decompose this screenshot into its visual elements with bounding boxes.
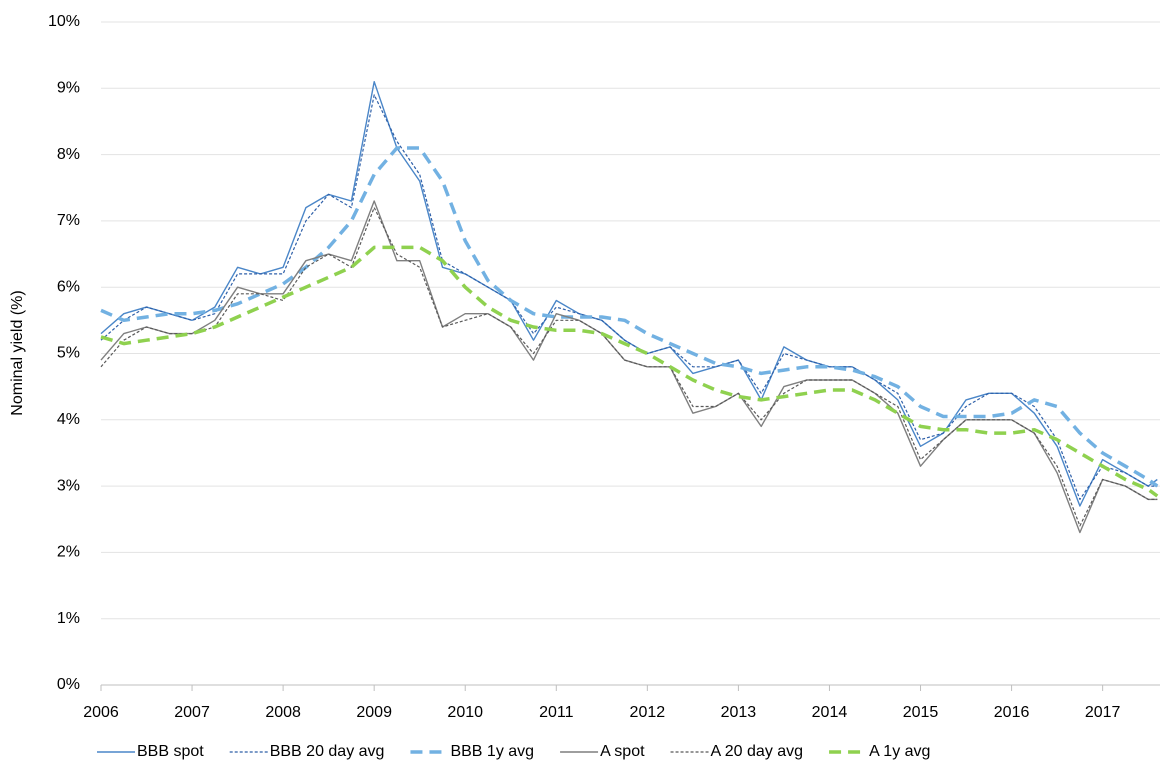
x-tick-label: 2011: [539, 704, 574, 721]
legend-label: A spot: [600, 743, 645, 760]
legend-label: BBB 1y avg: [450, 743, 534, 760]
legend-label: BBB spot: [137, 743, 204, 760]
x-tick-label: 2010: [447, 704, 483, 721]
x-tick-label: 2012: [630, 704, 666, 721]
y-tick-label: 0%: [57, 676, 80, 693]
y-tick-label: 1%: [57, 610, 80, 627]
x-tick-label: 2016: [994, 704, 1030, 721]
y-tick-label: 8%: [57, 146, 80, 163]
series-line: [100, 207, 1158, 527]
x-tick-label: 2017: [1085, 704, 1121, 721]
y-tick-label: 3%: [57, 477, 80, 494]
legend-label: A 20 day avg: [711, 743, 804, 760]
series-line: [100, 94, 1158, 500]
y-tick-label: 9%: [57, 80, 80, 97]
x-tick-label: 2006: [83, 704, 119, 721]
x-tick-label: 2015: [903, 704, 939, 721]
x-tick-label: 2008: [265, 704, 301, 721]
series-line: [100, 245, 1159, 498]
y-tick-label: 5%: [57, 345, 80, 362]
y-tick-label: 4%: [57, 411, 80, 428]
legend-label: A 1y avg: [869, 743, 930, 760]
y-tick-label: 7%: [57, 212, 80, 229]
series-line: [100, 200, 1158, 534]
y-tick-label: 10%: [48, 13, 80, 30]
y-tick-label: 6%: [57, 278, 80, 295]
legend-label: BBB 20 day avg: [270, 743, 385, 760]
x-tick-label: 2007: [174, 704, 210, 721]
y-axis-label: Nominal yield (%): [9, 290, 26, 415]
series-line: [100, 146, 1159, 488]
x-tick-label: 2014: [812, 704, 848, 721]
x-tick-label: 2013: [721, 704, 757, 721]
x-tick-label: 2009: [356, 704, 392, 721]
y-tick-label: 2%: [57, 544, 80, 561]
